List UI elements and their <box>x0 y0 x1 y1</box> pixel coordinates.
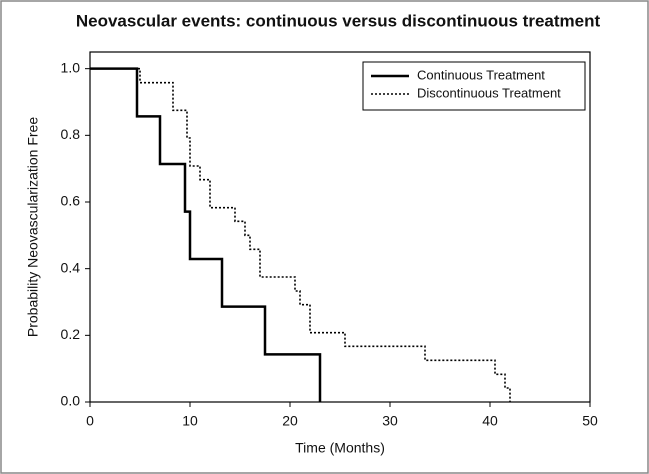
y-tick-label: 0.8 <box>61 126 81 142</box>
plot-frame <box>89 51 591 403</box>
survival-line <box>90 67 511 402</box>
y-tick-label: 0.4 <box>61 259 81 275</box>
x-tick-label: 50 <box>582 413 598 429</box>
legend-label: Continuous Treatment <box>417 67 545 82</box>
y-tick-label: 0.2 <box>61 326 81 342</box>
y-tick-label: 1.0 <box>61 59 81 75</box>
x-tick-label: 10 <box>182 413 198 429</box>
y-tick-label: 0.0 <box>61 393 81 409</box>
y-axis-label: Probability Neovascularization Free <box>25 117 41 337</box>
y-tick-label: 0.6 <box>61 193 81 209</box>
x-axis-label: Time (Months) <box>295 440 385 456</box>
legend-box <box>362 61 586 111</box>
x-tick-label: 30 <box>382 413 398 429</box>
survival-line <box>90 67 322 402</box>
legend-label: Discontinuous Treatment <box>417 85 561 100</box>
x-tick-label: 40 <box>482 413 498 429</box>
chart-title: Neovascular events: continuous versus di… <box>76 11 601 30</box>
x-tick-label: 0 <box>86 413 94 429</box>
x-tick-label: 20 <box>282 413 298 429</box>
